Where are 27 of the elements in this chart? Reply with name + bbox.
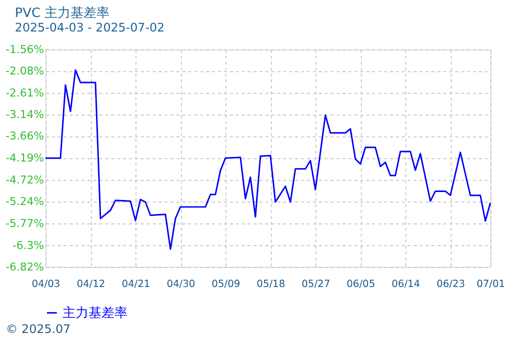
y-tick-label: -3.66% [6, 130, 44, 143]
y-tick-label: -3.14% [6, 108, 44, 122]
line-series [44, 69, 492, 250]
x-tick-label: 06/05 [346, 279, 376, 290]
x-tick-label: 04/21 [122, 279, 150, 290]
y-tick-label: -4.19% [6, 152, 44, 165]
y-tick-label: -6.82% [6, 260, 44, 274]
y-tick-label: -5.77% [6, 216, 44, 230]
x-tick-label: 04/30 [166, 279, 196, 290]
y-tick-label: -2.61% [6, 86, 44, 100]
y-tick-label: -4.72% [6, 174, 44, 187]
text: © 2025.07 [6, 322, 71, 336]
x-tick-label: 05/09 [212, 279, 240, 290]
x-tick-label: 05/18 [256, 279, 286, 290]
x-tick-label: 05/27 [302, 279, 330, 290]
x-tick-label: 04/03 [32, 279, 60, 290]
y-tick-label: -5.24% [6, 195, 44, 208]
y-tick-label: -6.3% [12, 238, 44, 252]
chart-subtitle: 2025-04-03 - 2025-07-02 [14, 20, 165, 35]
y-tick-label: -2.08% [6, 64, 44, 78]
x-tick-label: 06/23 [436, 279, 466, 290]
x-tick-label: 04/12 [76, 279, 106, 290]
y-tick-label: -1.56% [6, 42, 44, 56]
chart-title: PVC 主力基差率 [14, 4, 110, 21]
legend-label: 主力基差率 [62, 304, 128, 321]
x-tick-label: 06/14 [392, 279, 420, 290]
x-tick-label: 07/01 [476, 279, 506, 290]
